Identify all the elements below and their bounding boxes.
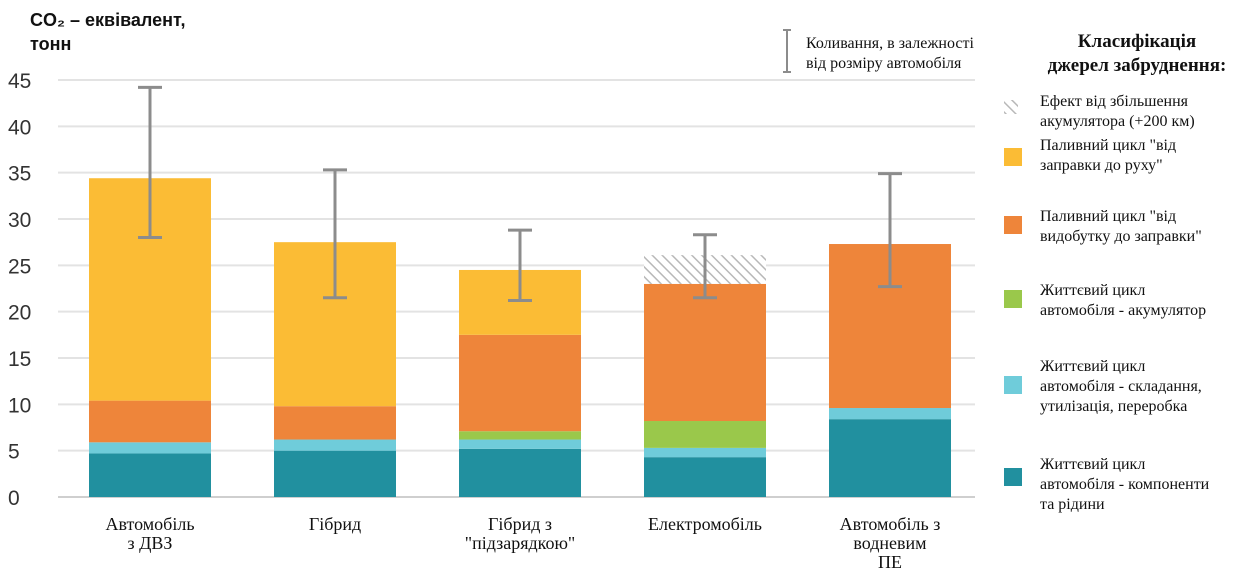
legend-item: Життєвий цикл автомобіля - складання, утил… (1004, 358, 1202, 415)
y-tick-label: 20 (8, 302, 31, 325)
legend-item: Життєвий цикл автомобіля - акумулятор (1004, 282, 1206, 319)
y-tick-label: 45 (8, 70, 31, 93)
legend-item: Життєвий цикл автомобіля - компоненти та р… (1004, 456, 1210, 513)
legend-swatch (1004, 148, 1022, 166)
error-bar (508, 228, 532, 303)
x-category-label: Гібрид (309, 514, 361, 534)
legend-label: Паливний цикл "від (1040, 208, 1176, 225)
bar-segment (274, 450, 396, 497)
legend-swatch (1004, 468, 1022, 486)
legend-title: джерел забруднення: (1048, 55, 1227, 76)
legend-item: Паливний цикл "від видобутку до заправки" (1004, 208, 1202, 245)
error-bar (323, 168, 347, 300)
legend-label: автомобіля - компоненти (1040, 476, 1210, 493)
legend-item: Ефект від збільшення акумулятора (+200 км… (1004, 93, 1195, 130)
x-category-label: Гібрид з "підзарядкою" (465, 514, 576, 553)
error-bar (693, 233, 717, 300)
y-tick-label: 10 (8, 394, 31, 417)
bar-segment (644, 447, 766, 458)
bar-segment (89, 453, 211, 497)
y-axis-title-line2: тонн (30, 34, 71, 54)
y-tick-label: 30 (8, 209, 31, 232)
bar-segment (644, 283, 766, 422)
bar-segment (459, 448, 581, 497)
bar-segment (644, 421, 766, 448)
bar-segment (644, 457, 766, 497)
legend-title: Класифікація (1078, 31, 1196, 52)
legend-swatch (1004, 376, 1022, 394)
bar-segment (274, 439, 396, 451)
legend-label: Паливний цикл "від (1040, 137, 1176, 154)
legend-item: Паливний цикл "від заправки до руху" (1004, 137, 1176, 174)
legend-label: заправки до руху" (1040, 157, 1163, 174)
error-bar-legend-text: від розміру автомобіля (806, 55, 962, 72)
y-tick-label: 5 (8, 441, 20, 464)
legend-label: Життєвий цикл (1040, 456, 1145, 473)
legend-label: автомобіля - акумулятор (1040, 302, 1206, 319)
error-bar (878, 172, 902, 289)
x-category-label: Автомобіль з ДВЗ (105, 514, 194, 553)
error-bar-legend-icon (783, 29, 791, 73)
legend-swatch (1004, 100, 1018, 114)
legend-label: Життєвий цикл (1040, 358, 1145, 375)
legend-label: автомобіля - складання, (1040, 378, 1202, 395)
y-axis-title: CO₂ – еквівалент, (30, 10, 185, 30)
y-tick-label: 15 (8, 348, 31, 371)
bar-segment (459, 334, 581, 432)
legend-swatch (1004, 216, 1022, 234)
legend-label: утилізація, переробка (1040, 398, 1187, 415)
legend-label: видобутку до заправки" (1040, 228, 1202, 245)
bar-segment (829, 408, 951, 420)
y-tick-label: 0 (8, 487, 20, 510)
bar-segment (89, 400, 211, 443)
bar-segment (459, 431, 581, 440)
error-bar (138, 85, 162, 240)
legend-label: акумулятора (+200 км) (1040, 113, 1195, 130)
bar-segment (274, 406, 396, 440)
y-tick-label: 35 (8, 163, 31, 186)
x-category-label: Автомобіль з водневим ПЕ (840, 514, 941, 569)
legend-label: Життєвий цикл (1040, 282, 1145, 299)
y-tick-label: 40 (8, 116, 31, 139)
bar-segment (89, 442, 211, 454)
bar-segment (829, 419, 951, 497)
bar-segment (459, 439, 581, 449)
legend-swatch (1004, 290, 1022, 308)
legend-label: Ефект від збільшення (1040, 93, 1189, 110)
y-tick-label: 25 (8, 255, 31, 278)
x-category-label: Електромобіль (648, 514, 762, 534)
error-bar-legend-text: Коливання, в залежності (806, 35, 974, 52)
legend-label: та рідини (1040, 496, 1105, 513)
